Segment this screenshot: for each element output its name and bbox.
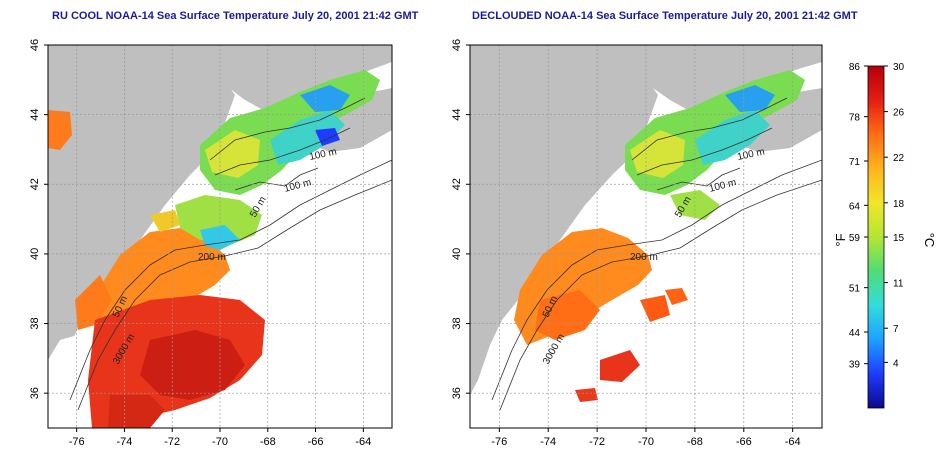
left-x-tick-label: -72	[164, 436, 180, 448]
colorbar-fahrenheit-tick-label: 59	[849, 233, 861, 244]
right-x-tick-label: -64	[785, 436, 801, 448]
left-x-tick-label: -66	[308, 436, 324, 448]
right-y-tick-label: 46	[451, 39, 463, 51]
right-y-tick-label: 40	[451, 248, 463, 260]
left-y-tick-label: 44	[29, 109, 41, 121]
colorbar-fahrenheit-unit: °F	[833, 233, 848, 246]
colorbar-celsius-tick-label: 18	[893, 199, 905, 210]
left-x-tick-label: -70	[212, 436, 228, 448]
colorbar-celsius-tick-label: 26	[893, 108, 905, 119]
colorbar-fahrenheit-tick-label: 64	[849, 201, 861, 212]
colorbar-celsius-tick-label: 11	[893, 279, 904, 290]
colorbar-fahrenheit-tick-label: 39	[849, 360, 861, 371]
left-y-tick-label: 36	[29, 387, 41, 399]
right-x-tick-label: -70	[638, 436, 654, 448]
right-y-tick-label: 42	[451, 178, 463, 190]
right-y-tick-label: 36	[451, 387, 463, 399]
left-x-tick-label: -76	[69, 436, 85, 448]
left-y-tick-label: 42	[29, 178, 41, 190]
colorbar-fahrenheit-tick-label: 78	[849, 113, 861, 124]
right-map-title: DECLOUDED NOAA-14 Sea Surface Temperatur…	[472, 10, 858, 22]
colorbar-celsius-tick-label: 15	[893, 233, 905, 244]
left-x-tick-label: -68	[260, 436, 276, 448]
right-contour-label: 200 m	[630, 252, 658, 263]
right-x-tick-label: -76	[491, 436, 507, 448]
right-gridlines	[470, 45, 822, 428]
colorbar-celsius-tick-label: 4	[893, 358, 899, 369]
right-y-tick-label: 38	[451, 317, 463, 329]
left-contour-label: 200 m	[198, 252, 226, 263]
left-clouds	[48, 150, 392, 428]
colorbar-fahrenheit-tick-label: 86	[849, 62, 861, 73]
right-map: 100 m 100 m 50 m 200 m 50 m 3000 m -76 -7…	[451, 39, 823, 448]
right-x-tick-label: -68	[687, 436, 703, 448]
left-map: 100 m 100 m 50 m 200 m 50 m 3000 m -76 -7…	[29, 39, 393, 448]
colorbar-ramp	[867, 65, 885, 409]
colorbar-celsius-tick-label: 30	[893, 62, 905, 73]
right-x-tick-label: -72	[589, 436, 605, 448]
left-y-tick-label: 40	[29, 248, 41, 260]
left-x-tick-label: -64	[355, 436, 371, 448]
colorbar-ticks: 30 26 22 18 15 11 7 4 86 78 71 64 59 51 44 39	[849, 62, 905, 371]
right-y-tick-label: 44	[451, 109, 463, 121]
colorbar-celsius-unit: °C	[922, 233, 937, 248]
right-x-tick-label: -66	[736, 436, 752, 448]
left-map-title: RU COOL NOAA-14 Sea Surface Temperature …	[52, 10, 419, 22]
colorbar-fahrenheit-tick-label: 71	[849, 157, 861, 168]
right-contours	[491, 97, 822, 411]
left-x-tick-label: -74	[116, 436, 132, 448]
colorbar-fahrenheit-tick-label: 44	[849, 328, 861, 339]
colorbar-celsius-tick-label: 22	[893, 153, 905, 164]
colorbar-fahrenheit-tick-label: 51	[849, 284, 861, 295]
left-sst-warm	[48, 110, 265, 428]
right-x-tick-label: -74	[540, 436, 556, 448]
left-contours	[69, 97, 392, 411]
left-y-tick-label: 38	[29, 317, 41, 329]
left-axis-ticks: -76 -74 -72 -70 -68 -66 -64 44 42 40 38 36 46	[29, 39, 371, 448]
left-sst-cool	[150, 70, 380, 250]
left-gridlines	[48, 45, 392, 428]
left-y-tick-label: 46	[29, 39, 41, 51]
right-axis-ticks: -76 -74 -72 -70 -68 -66 -64 44 42 40 38 36 46	[451, 39, 801, 448]
colorbar: 30 26 22 18 15 11 7 4 86 78 71 64 59 51 44 39 °F °C	[833, 62, 937, 409]
colorbar-celsius-tick-label: 7	[893, 324, 899, 335]
